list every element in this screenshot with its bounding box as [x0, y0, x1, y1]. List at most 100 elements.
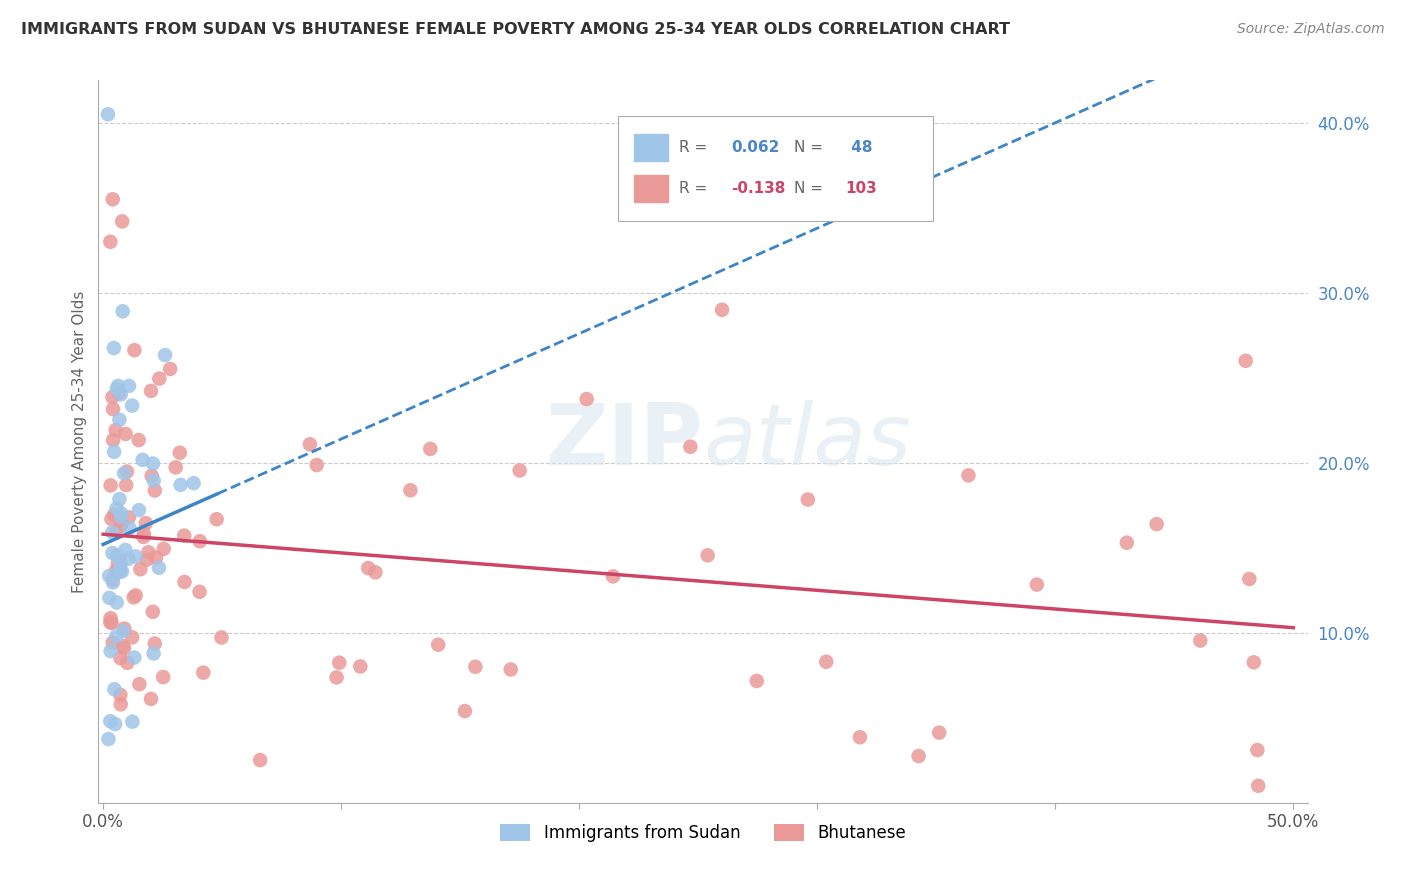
Text: IMMIGRANTS FROM SUDAN VS BHUTANESE FEMALE POVERTY AMONG 25-34 YEAR OLDS CORRELAT: IMMIGRANTS FROM SUDAN VS BHUTANESE FEMAL… — [21, 22, 1010, 37]
Point — [1234, 353, 1257, 368]
Point — [98, 235, 121, 249]
Point — [427, 638, 450, 652]
Point — [101, 546, 124, 560]
Point — [305, 458, 328, 472]
Point — [602, 569, 624, 583]
Point — [797, 492, 820, 507]
Point — [108, 565, 131, 579]
Point — [1025, 577, 1047, 591]
Point — [139, 692, 162, 706]
Point — [117, 552, 139, 566]
Point — [143, 636, 166, 650]
Point — [454, 704, 477, 718]
Point — [142, 474, 165, 488]
Point — [1247, 779, 1270, 793]
Point — [205, 512, 228, 526]
Point — [103, 682, 125, 697]
Point — [745, 673, 768, 688]
Point — [108, 491, 131, 506]
Point — [928, 725, 950, 739]
Point — [145, 550, 167, 565]
Point — [98, 591, 121, 605]
Text: atlas: atlas — [703, 400, 911, 483]
Point — [105, 630, 128, 644]
Point — [122, 591, 145, 605]
Point — [101, 573, 124, 587]
Point — [105, 501, 128, 516]
Point — [125, 549, 148, 564]
Point — [103, 508, 125, 522]
Point — [97, 107, 120, 121]
Point — [907, 749, 929, 764]
Point — [101, 525, 124, 540]
Text: 103: 103 — [845, 181, 877, 196]
Point — [711, 302, 734, 317]
Point — [1239, 572, 1261, 586]
Point — [100, 512, 122, 526]
Point — [100, 478, 122, 492]
Point — [153, 348, 176, 362]
Point — [124, 343, 146, 358]
Point — [101, 402, 124, 417]
Point — [107, 379, 129, 393]
Point — [188, 534, 211, 549]
Point — [142, 647, 165, 661]
Point — [877, 184, 900, 198]
Point — [110, 507, 132, 521]
Point — [103, 341, 125, 355]
Point — [103, 444, 125, 458]
Point — [118, 379, 141, 393]
Bar — [634, 134, 668, 161]
Point — [117, 656, 139, 670]
Point — [298, 437, 321, 451]
Point — [112, 624, 135, 639]
Point — [110, 688, 132, 702]
Point — [101, 433, 124, 447]
Point — [173, 574, 195, 589]
Point — [132, 526, 155, 541]
Point — [249, 753, 271, 767]
Point — [112, 622, 135, 636]
Point — [957, 468, 980, 483]
Point — [108, 413, 131, 427]
Point — [142, 457, 165, 471]
Point — [132, 530, 155, 544]
Point — [815, 655, 838, 669]
Point — [112, 467, 135, 481]
Point — [98, 569, 121, 583]
Point — [121, 399, 143, 413]
Point — [110, 698, 132, 712]
Point — [98, 615, 121, 629]
Text: Source: ZipAtlas.com: Source: ZipAtlas.com — [1237, 22, 1385, 37]
Point — [110, 651, 132, 665]
Point — [111, 516, 134, 530]
Point — [499, 663, 522, 677]
Point — [696, 549, 718, 563]
Point — [115, 478, 138, 492]
Text: 0.062: 0.062 — [731, 140, 779, 155]
Point — [100, 611, 122, 625]
Point — [143, 483, 166, 498]
Point — [105, 549, 128, 563]
Bar — [634, 175, 668, 202]
Point — [110, 554, 132, 568]
Point — [139, 384, 162, 398]
Point — [169, 478, 191, 492]
Point — [128, 503, 150, 517]
Point — [115, 465, 138, 479]
Point — [141, 468, 163, 483]
Point — [349, 659, 371, 673]
Point — [159, 362, 181, 376]
Point — [105, 595, 128, 609]
Point — [849, 730, 872, 744]
Text: R =: R = — [679, 140, 711, 155]
Text: N =: N = — [793, 181, 828, 196]
Point — [124, 650, 146, 665]
Point — [105, 382, 128, 396]
Point — [128, 677, 150, 691]
Point — [152, 541, 174, 556]
Text: ZIP: ZIP — [546, 400, 703, 483]
Point — [129, 562, 152, 576]
Point — [118, 510, 141, 524]
Point — [108, 564, 131, 578]
